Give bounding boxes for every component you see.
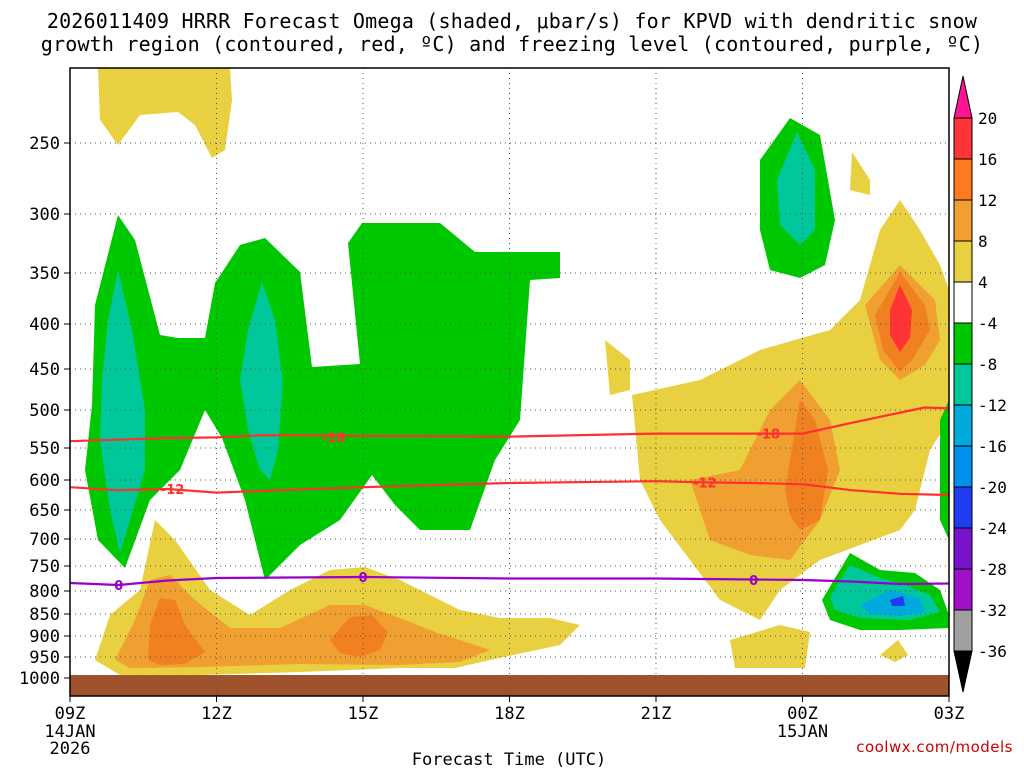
y-tick-label: 800: [29, 582, 60, 602]
contour-label: 0: [114, 579, 123, 594]
omega-region-green: [940, 400, 949, 540]
colorbar-swatch: [953, 240, 973, 283]
colorbar-label: 8: [978, 232, 988, 251]
contour-label: -12: [161, 483, 185, 498]
contour-label: -18: [322, 431, 346, 446]
chart-title-line2: growth region (contoured, red, ºC) and f…: [40, 32, 984, 56]
colorbar-swatch: [953, 322, 973, 365]
colorbar-label: 20: [978, 109, 997, 128]
contour-labels: -18 -12 -18 -12 0 0 0: [114, 428, 781, 594]
x-tick-date-label: 14JAN: [44, 722, 95, 742]
omega-region-yellow: [98, 68, 232, 158]
x-axis-label: Forecast Time (UTC): [412, 750, 606, 768]
contour-lines: [70, 406, 949, 587]
y-tick-label: 850: [29, 605, 60, 625]
colorbar-label: -4: [978, 314, 997, 333]
omega-region-dark-blue: [890, 596, 905, 606]
contour-dendritic-upper: [70, 406, 949, 443]
colorbar: 20 16 12 8 4 -4 -8 -12 -16 -20 -24 -28 -32 -36: [953, 75, 1007, 693]
colorbar-label: -28: [978, 560, 1007, 579]
colorbar-label: -20: [978, 478, 1007, 497]
omega-region-yellow: [605, 340, 630, 395]
y-tick-label: 900: [29, 627, 60, 647]
x-tick-label: 00Z: [787, 704, 818, 724]
x-tick-label: 21Z: [641, 704, 672, 724]
colorbar-swatch: [953, 609, 973, 652]
contour-label: -18: [757, 428, 781, 443]
y-tick-label: 950: [29, 648, 60, 668]
omega-region-dark-orange: [330, 615, 388, 657]
colorbar-label: 16: [978, 150, 997, 169]
x-tick-label: 15Z: [348, 704, 379, 724]
omega-region-cyan: [240, 282, 283, 480]
y-tick-label: 700: [29, 530, 60, 550]
omega-region-cyan: [100, 270, 145, 553]
omega-region-yellow: [730, 625, 810, 668]
omega-region-green: [85, 215, 560, 580]
colorbar-swatch: [953, 568, 973, 611]
omega-shading: [85, 68, 949, 675]
colorbar-top-arrow: [953, 75, 973, 119]
y-tick-label: 450: [29, 360, 60, 380]
colorbar-swatch: [953, 404, 973, 447]
x-tick-year-label: 2026: [50, 739, 91, 759]
colorbar-swatch: [953, 445, 973, 488]
contour-label: 0: [749, 574, 758, 589]
omega-region-red: [890, 285, 912, 352]
chart-title-line1: 2026011409 HRRR Forecast Omega (shaded, …: [46, 9, 978, 33]
contour-dendritic-lower: [70, 480, 949, 497]
y-tick-label: 600: [29, 471, 60, 491]
x-tick-label: 18Z: [494, 704, 525, 724]
y-tick-label: 550: [29, 439, 60, 459]
colorbar-swatch: [953, 117, 973, 160]
colorbar-label: -32: [978, 601, 1007, 620]
colorbar-swatch: [953, 527, 973, 570]
x-tick-label: 03Z: [934, 704, 965, 724]
colorbar-label: -8: [978, 355, 997, 374]
contour-label: -12: [693, 476, 717, 491]
contour-freezing-level: [70, 575, 949, 587]
colorbar-swatch: [953, 281, 973, 324]
x-tick-date-label: 15JAN: [777, 722, 828, 742]
omega-region-cyan: [777, 132, 815, 245]
y-tick-label: 500: [29, 401, 60, 421]
y-tick-label: 250: [29, 134, 60, 154]
contour-label: 0: [358, 571, 367, 586]
colorbar-swatch: [953, 199, 973, 242]
colorbar-label: -36: [978, 642, 1007, 661]
omega-region-yellow: [880, 640, 908, 662]
colorbar-bottom-arrow: [953, 650, 973, 693]
terrain-ground: [70, 675, 949, 696]
colorbar-swatch: [953, 363, 973, 406]
colorbar-label: -24: [978, 519, 1007, 538]
colorbar-label: 12: [978, 191, 997, 210]
y-tick-label: 750: [29, 557, 60, 577]
y-axis: 2503003504004505005506006507007508008509…: [19, 134, 70, 689]
omega-region-yellow: [850, 152, 870, 195]
colorbar-label: -16: [978, 437, 1007, 456]
omega-region-orange: [115, 575, 490, 668]
colorbar-label: -12: [978, 396, 1007, 415]
credit-text: coolwx.com/models: [856, 738, 1013, 756]
omega-region-dark-orange: [148, 598, 205, 665]
y-tick-label: 350: [29, 264, 60, 284]
y-tick-label: 400: [29, 315, 60, 335]
colorbar-swatch: [953, 158, 973, 201]
y-tick-label: 1000: [19, 669, 60, 689]
y-tick-label: 650: [29, 501, 60, 521]
colorbar-swatch: [953, 486, 973, 529]
x-tick-label: 09Z: [55, 704, 86, 724]
y-tick-label: 300: [29, 205, 60, 225]
colorbar-label: 4: [978, 273, 988, 292]
x-tick-label: 12Z: [201, 704, 232, 724]
